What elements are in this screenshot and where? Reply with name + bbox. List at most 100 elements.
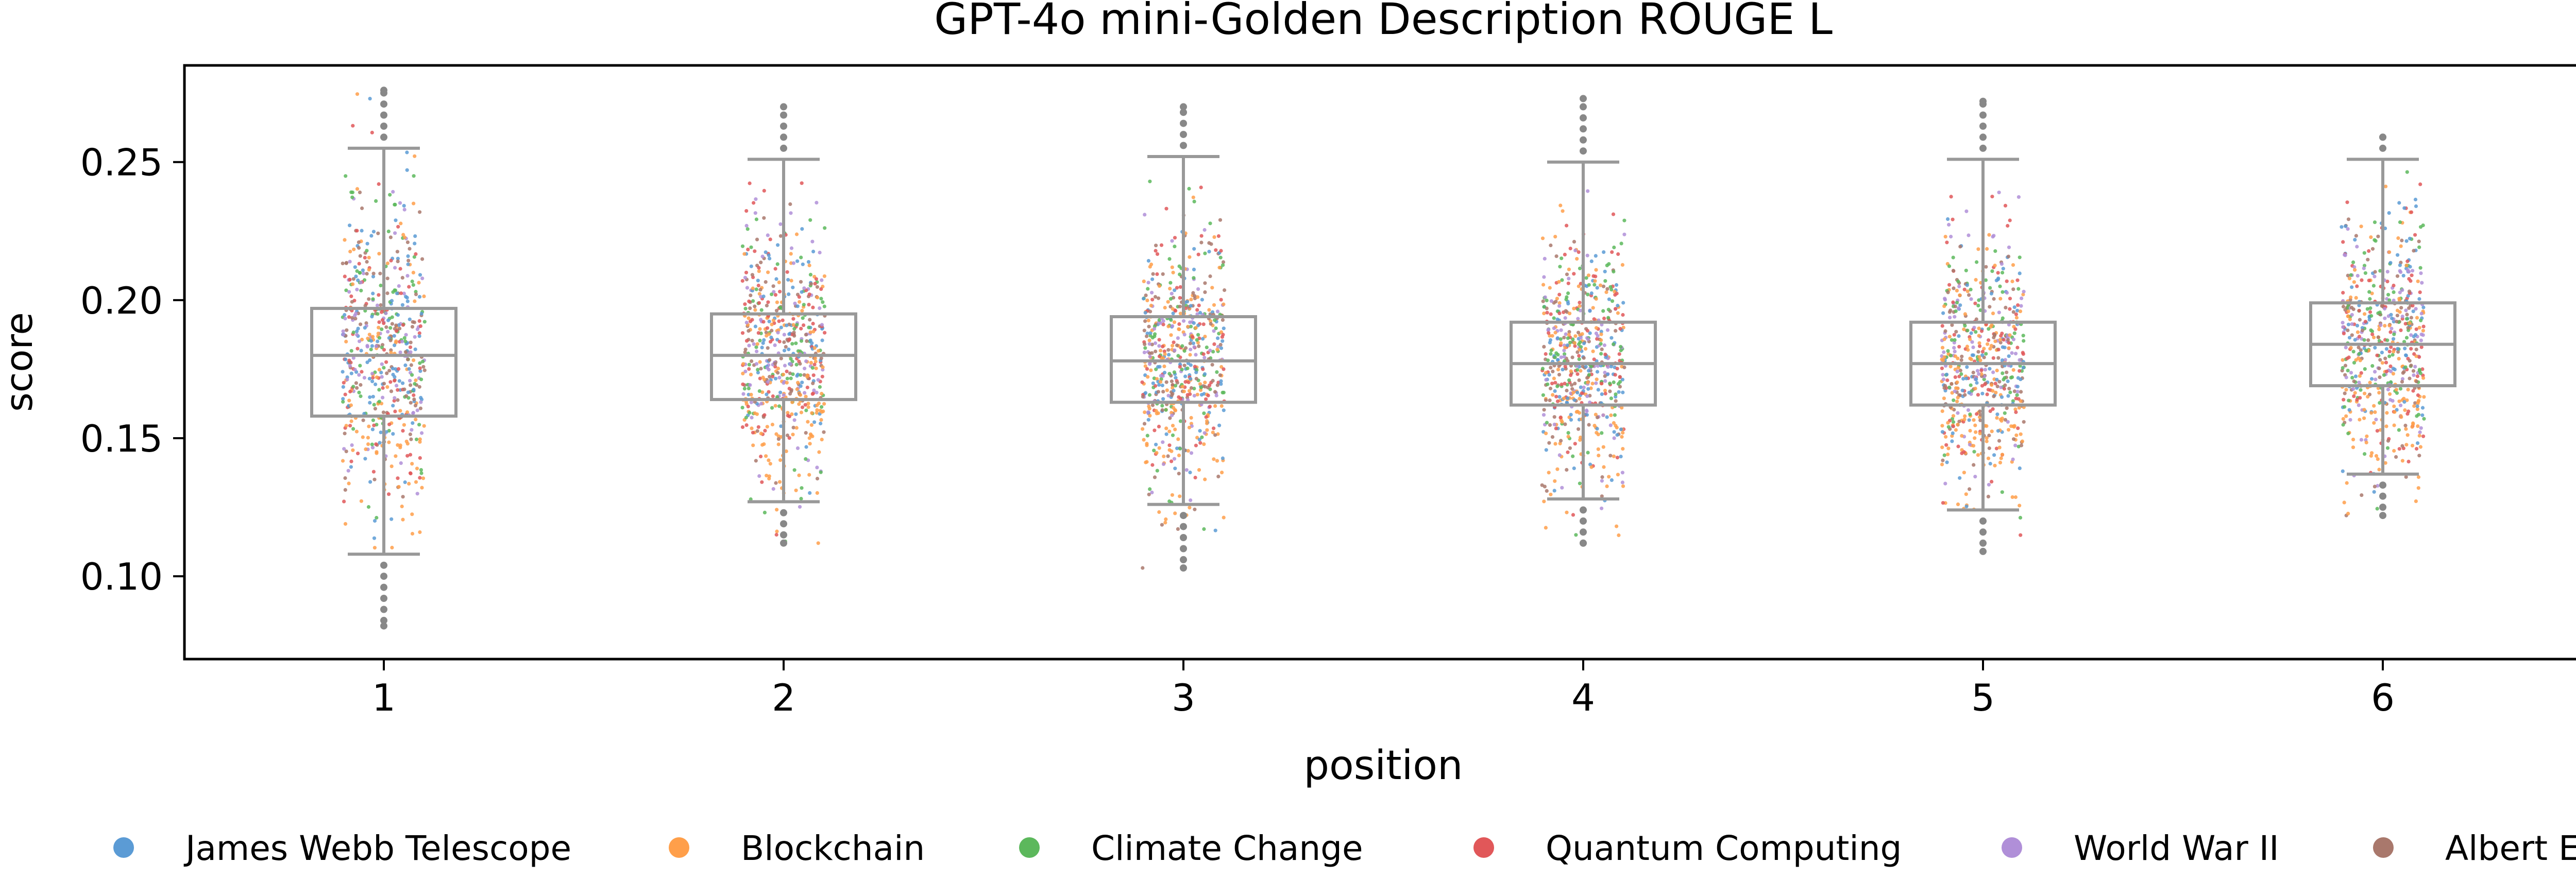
strip-point bbox=[351, 385, 355, 389]
strip-point bbox=[2352, 379, 2356, 384]
strip-point bbox=[775, 262, 779, 266]
strip-point bbox=[1557, 373, 1562, 377]
strip-point bbox=[1974, 278, 1978, 282]
strip-point bbox=[765, 425, 769, 429]
strip-point bbox=[348, 424, 352, 428]
strip-point bbox=[1222, 326, 1226, 331]
strip-point bbox=[396, 476, 400, 480]
strip-point bbox=[397, 379, 401, 383]
strip-point bbox=[1187, 186, 1191, 191]
strip-point bbox=[2397, 201, 2401, 205]
strip-point bbox=[1958, 303, 1962, 307]
strip-point bbox=[768, 237, 772, 241]
strip-point bbox=[1554, 254, 1558, 258]
strip-point bbox=[1573, 344, 1577, 348]
strip-point bbox=[371, 418, 376, 422]
strip-point bbox=[394, 323, 398, 327]
strip-point bbox=[1171, 383, 1175, 387]
strip-point bbox=[2347, 408, 2351, 412]
strip-point bbox=[2373, 346, 2377, 350]
strip-point bbox=[1167, 499, 1172, 504]
strip-point bbox=[1594, 381, 1598, 385]
outlier-point bbox=[1979, 144, 1987, 152]
strip-point bbox=[352, 247, 356, 251]
strip-point bbox=[806, 420, 810, 424]
strip-point bbox=[1595, 427, 1599, 431]
strip-point bbox=[1992, 394, 1996, 399]
strip-point bbox=[390, 545, 394, 550]
strip-point bbox=[1941, 373, 1945, 377]
strip-point bbox=[791, 323, 795, 327]
strip-point bbox=[347, 481, 351, 486]
strip-point bbox=[749, 400, 753, 405]
strip-point bbox=[365, 360, 369, 365]
strip-point bbox=[767, 458, 771, 462]
strip-point bbox=[2007, 387, 2011, 391]
strip-point bbox=[1159, 349, 1163, 353]
strip-point bbox=[1603, 388, 1607, 393]
strip-point bbox=[2018, 466, 2022, 471]
strip-point bbox=[1959, 372, 1963, 376]
strip-point bbox=[1617, 390, 1621, 394]
strip-point bbox=[2348, 317, 2352, 321]
strip-point bbox=[1603, 370, 1607, 375]
strip-point bbox=[2421, 329, 2425, 333]
strip-point bbox=[387, 492, 391, 496]
strip-point bbox=[1214, 248, 1218, 252]
strip-point bbox=[389, 389, 394, 393]
strip-point bbox=[758, 376, 762, 381]
strip-point bbox=[2417, 434, 2421, 438]
strip-point bbox=[1154, 349, 1158, 354]
strip-point bbox=[754, 362, 759, 366]
strip-point bbox=[1585, 253, 1589, 257]
strip-point bbox=[1605, 287, 1609, 291]
strip-point bbox=[1587, 369, 1591, 373]
strip-point bbox=[2388, 261, 2393, 265]
strip-point bbox=[1160, 523, 1164, 527]
strip-point bbox=[1200, 435, 1204, 439]
strip-point bbox=[370, 130, 374, 135]
strip-point bbox=[1616, 252, 1620, 256]
strip-point bbox=[378, 441, 382, 445]
strip-point bbox=[1587, 373, 1591, 377]
strip-point bbox=[2384, 424, 2388, 428]
strip-point bbox=[379, 283, 383, 288]
strip-point bbox=[1551, 393, 1555, 397]
strip-point bbox=[2419, 312, 2424, 316]
strip-point bbox=[385, 261, 390, 265]
strip-point bbox=[1980, 353, 1985, 357]
strip-point bbox=[2000, 490, 2004, 494]
strip-point bbox=[822, 274, 826, 278]
strip-point bbox=[418, 440, 422, 444]
strip-point bbox=[2419, 426, 2423, 430]
strip-point bbox=[1157, 383, 1161, 387]
strip-point bbox=[375, 515, 379, 520]
strip-point bbox=[1977, 341, 1981, 345]
box-plots bbox=[310, 87, 2456, 630]
strip-point bbox=[2387, 250, 2392, 254]
strip-point bbox=[1992, 453, 1996, 457]
strip-point bbox=[2014, 433, 2019, 437]
strip-point bbox=[418, 273, 422, 277]
strip-point bbox=[773, 267, 777, 271]
strip-point bbox=[2001, 270, 2005, 275]
strip-point bbox=[1218, 342, 1223, 347]
strip-point bbox=[744, 223, 749, 228]
strip-point bbox=[2417, 368, 2421, 372]
outlier-point bbox=[380, 561, 387, 569]
strip-point bbox=[2397, 357, 2401, 361]
strip-point bbox=[1614, 392, 1618, 396]
strip-point bbox=[804, 431, 808, 435]
strip-point bbox=[382, 348, 386, 352]
strip-point bbox=[2355, 284, 2359, 288]
strip-point bbox=[396, 225, 400, 229]
strip-point bbox=[2395, 319, 2399, 324]
strip-point bbox=[811, 321, 815, 326]
strip-point bbox=[1578, 438, 1582, 442]
y-tick-label: 0.25 bbox=[80, 141, 163, 184]
strip-point bbox=[2396, 347, 2400, 351]
y-tick-label: 0.20 bbox=[80, 279, 163, 322]
strip-point bbox=[762, 413, 767, 417]
strip-point bbox=[1148, 413, 1152, 418]
strip-point bbox=[1591, 349, 1595, 353]
